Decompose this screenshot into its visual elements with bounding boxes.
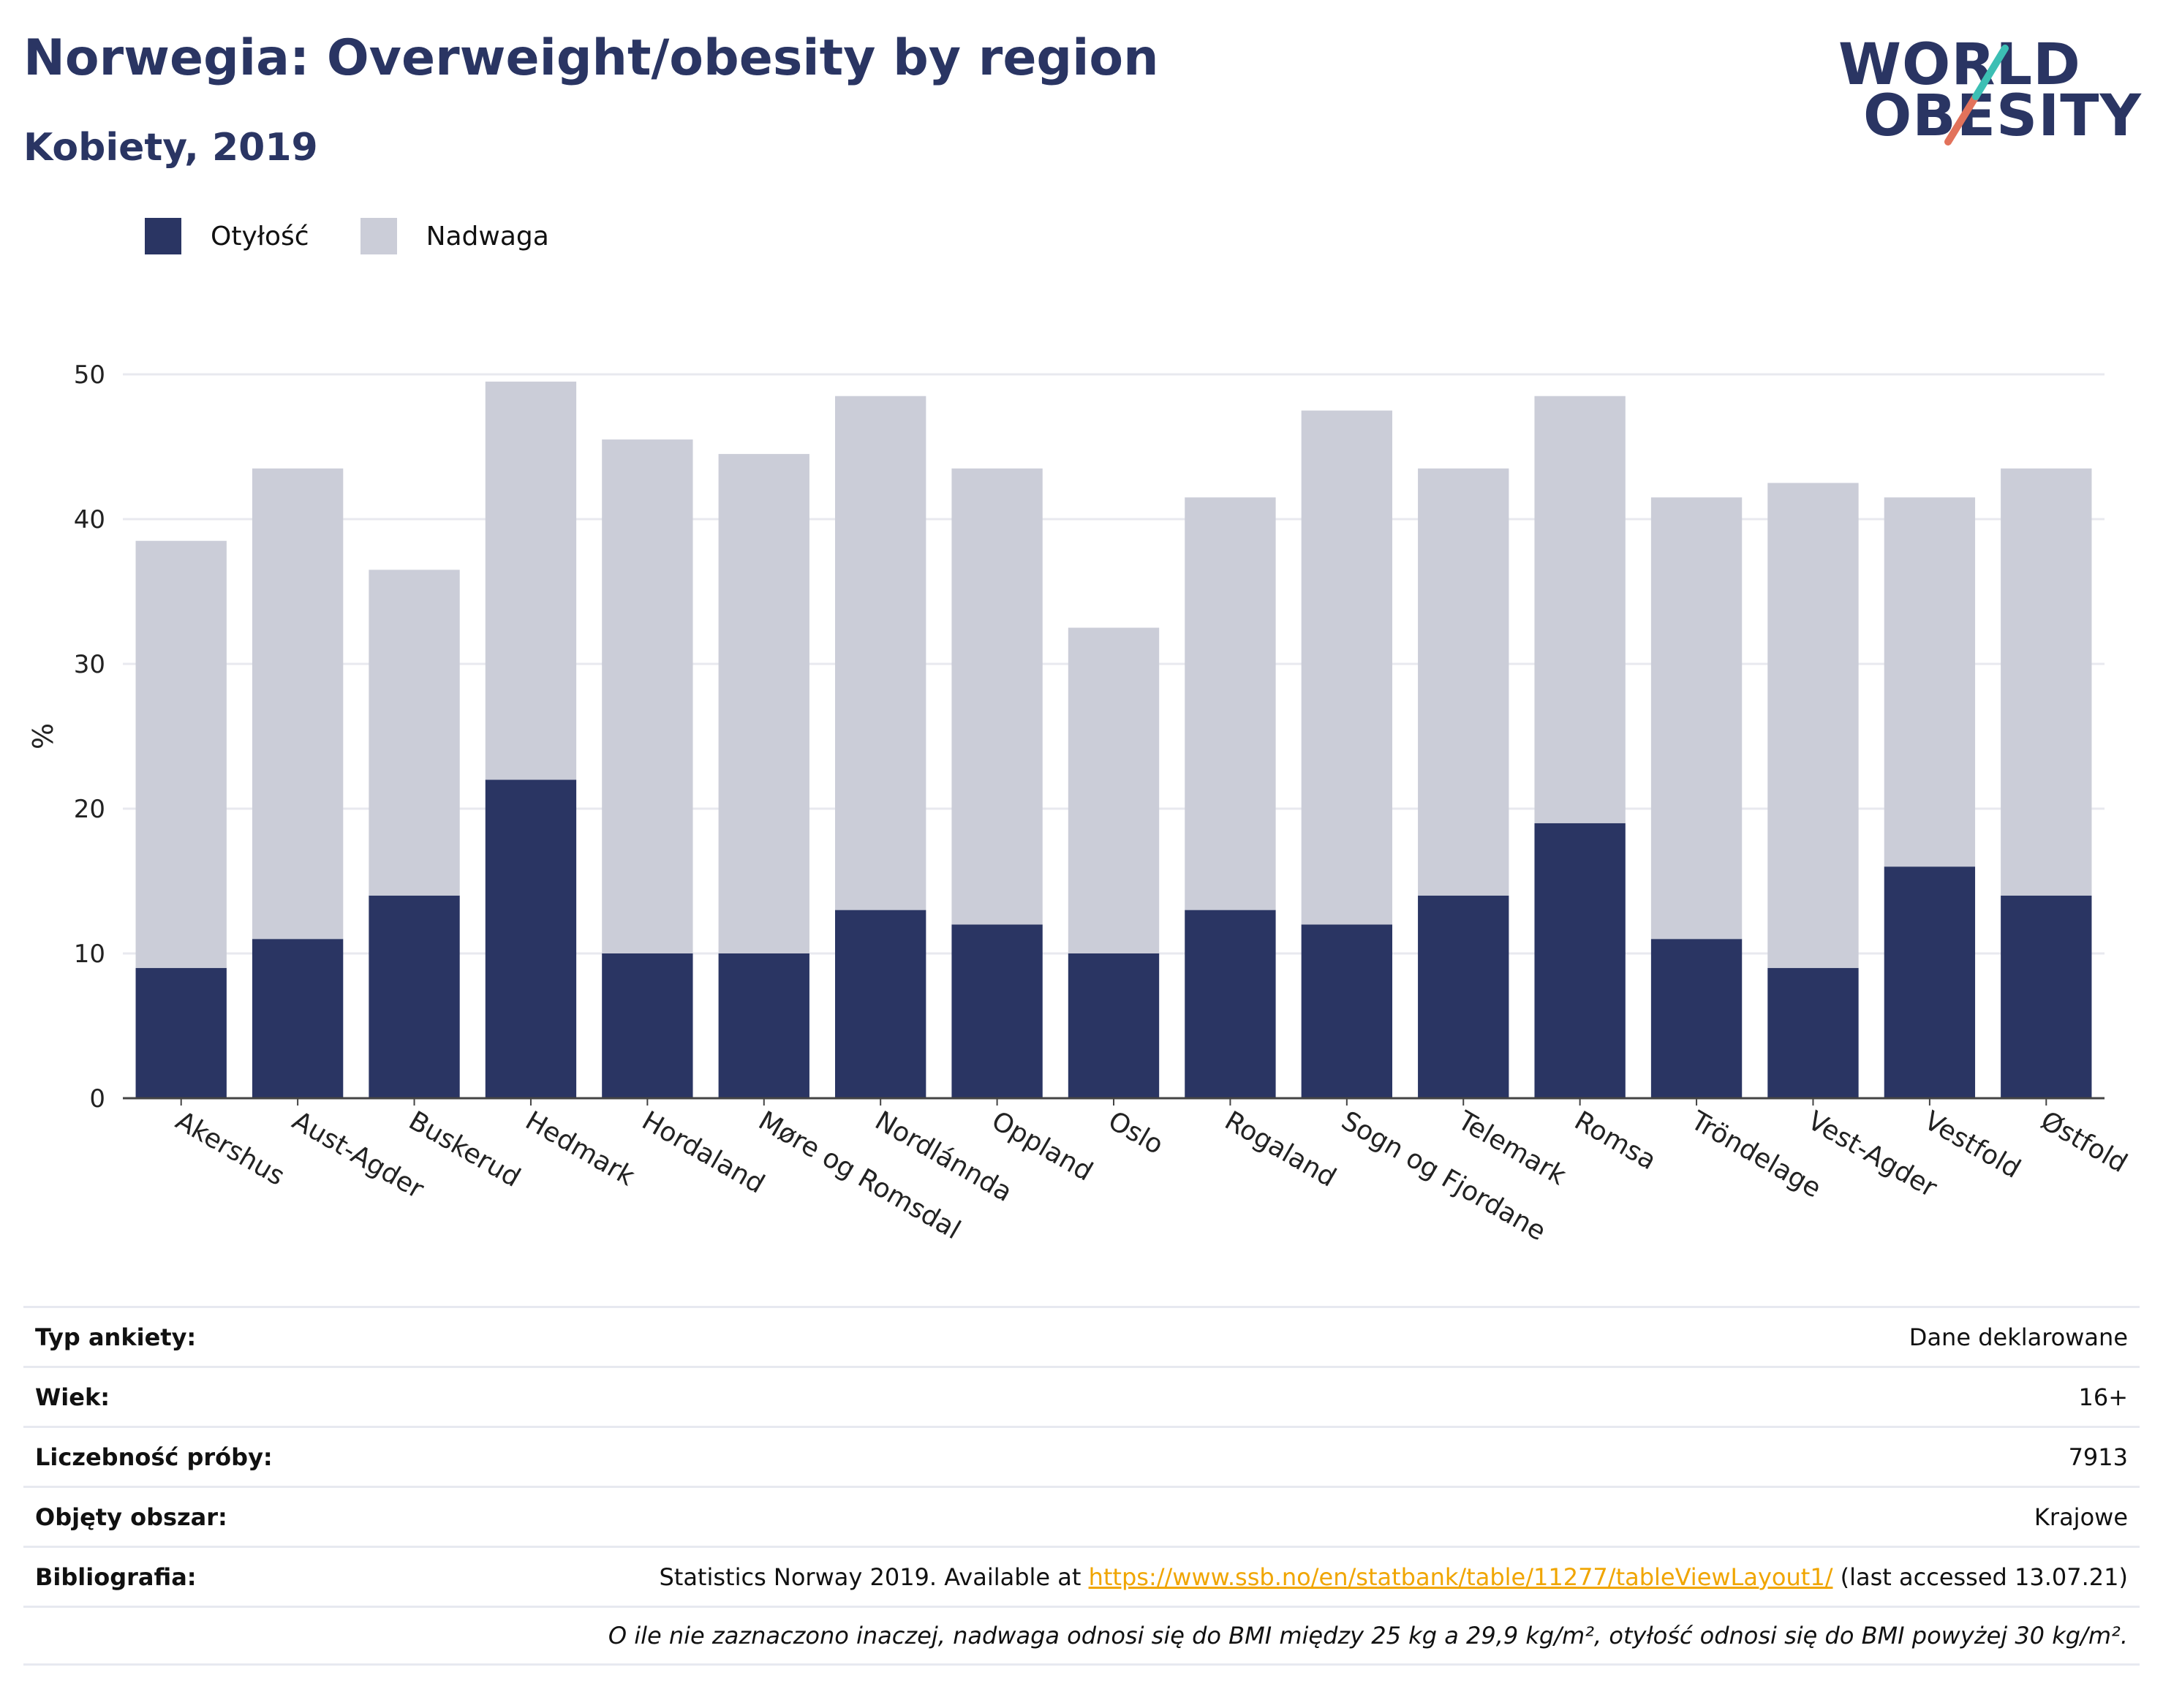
info-row-area: Objęty obszar: Krajowe (23, 1486, 2140, 1546)
info-value: Dane deklarowane (1909, 1323, 2128, 1351)
x-tick-label: Tröndelage (1686, 1106, 1827, 1204)
bar-obesity (2001, 895, 2092, 1098)
bar-overweight (951, 468, 1043, 925)
x-tick-label: Hordaland (637, 1106, 769, 1199)
x-tick-label: Hedmark (520, 1106, 639, 1192)
page-subtitle: Kobiety, 2019 (23, 126, 318, 170)
bibliography-text: Statistics Norway 2019. Available at htt… (659, 1563, 2128, 1591)
info-label: Wiek: (35, 1383, 110, 1411)
bar-overweight (1301, 410, 1392, 925)
y-tick-label: 10 (74, 940, 105, 969)
info-row-age: Wiek: 16+ (23, 1366, 2140, 1426)
bar-overweight (1884, 497, 1976, 867)
info-label: Objęty obszar: (35, 1503, 227, 1531)
x-tick-label: Aust-Agder (287, 1106, 429, 1205)
world-obesity-logo: WORLD OBESITY (1838, 32, 2145, 164)
y-axis-label: % (27, 723, 59, 749)
x-tick-label: Oslo (1103, 1106, 1169, 1160)
logo-line-1: WORLD (1838, 32, 2081, 98)
bar-obesity (1767, 967, 1859, 1098)
x-tick-label: Akershus (170, 1106, 290, 1192)
bar-overweight (1650, 497, 1743, 940)
y-tick-label: 30 (74, 650, 105, 679)
bar-obesity (951, 924, 1043, 1098)
info-table: Typ ankiety: Dane deklarowane Wiek: 16+ … (23, 1306, 2140, 1666)
bar-obesity (1534, 823, 1626, 1098)
bar-obesity (1650, 939, 1743, 1098)
legend-item-overweight[interactable]: Nadwaga (360, 218, 549, 254)
legend-item-obesity[interactable]: Otyłość (145, 218, 309, 254)
x-tick-label: Østfold (2036, 1106, 2132, 1179)
y-tick-label: 40 (74, 505, 105, 534)
bar-overweight (835, 396, 926, 910)
bar-obesity (1068, 953, 1160, 1098)
bar-overweight (1418, 468, 1509, 896)
info-label: Typ ankiety: (35, 1323, 197, 1351)
bar-overweight (1068, 627, 1160, 953)
page-title: Norwegia: Overweight/obesity by region (23, 29, 1159, 87)
bar-obesity (135, 967, 227, 1098)
info-row-bibliography: Bibliografia: Statistics Norway 2019. Av… (23, 1546, 2140, 1606)
bar-overweight (1185, 497, 1276, 910)
info-value: 16+ (2078, 1383, 2128, 1411)
bibliography-link[interactable]: https://www.ssb.no/en/statbank/table/112… (1088, 1562, 1833, 1591)
x-tick-label: Sogn og Fjordane (1336, 1106, 1550, 1247)
bibliography-suffix: (last accessed 13.07.21) (1832, 1562, 2128, 1591)
bar-obesity (718, 953, 809, 1098)
bar-obesity (369, 895, 460, 1098)
x-tick-label: Vestfold (1919, 1106, 2026, 1184)
bar-obesity (252, 939, 344, 1098)
bar-overweight (369, 570, 460, 896)
legend-swatch-overweight (360, 218, 397, 254)
bar-obesity (1884, 866, 1976, 1098)
bibliography-prefix: Statistics Norway 2019. Available at (659, 1562, 1089, 1591)
y-tick-label: 0 (89, 1084, 105, 1114)
bar-obesity (1301, 924, 1392, 1098)
definition-note: O ile nie zaznaczono inaczej, nadwaga od… (608, 1622, 2128, 1650)
x-tick-label: Vest-Agder (1802, 1106, 1942, 1203)
bar-overweight (1767, 483, 1859, 968)
bar-overweight (602, 439, 693, 953)
bar-obesity (1185, 910, 1276, 1098)
chart-legend: Otyłość Nadwaga (145, 218, 600, 254)
bar-obesity (602, 953, 693, 1098)
x-tick-label: Rogaland (1220, 1106, 1341, 1193)
x-tick-label: Romsa (1569, 1106, 1661, 1176)
y-tick-label: 50 (74, 360, 105, 390)
info-label: Bibliografia: (35, 1562, 197, 1591)
info-row-sample-size: Liczebność próby: 7913 (23, 1426, 2140, 1486)
info-value: Krajowe (2034, 1503, 2128, 1531)
info-label: Liczebność próby: (35, 1443, 273, 1471)
bar-overweight (718, 453, 809, 953)
x-tick-label: Møre og Romsdal (753, 1106, 965, 1245)
bar-overweight (485, 381, 577, 780)
info-row-note: O ile nie zaznaczono inaczej, nadwaga od… (23, 1606, 2140, 1666)
legend-swatch-obesity (145, 218, 181, 254)
y-tick-label: 20 (74, 795, 105, 824)
logo-slash-icon (1944, 45, 2009, 146)
info-value: 7913 (2068, 1443, 2128, 1471)
legend-label-obesity: Otyłość (211, 221, 309, 252)
bar-obesity (1418, 895, 1509, 1098)
bar-overweight (135, 540, 227, 968)
stacked-bar-chart: 01020304050%AkershusAust-AgderBuskerudHe… (27, 360, 2132, 1247)
bar-obesity (835, 910, 926, 1098)
logo-line-2: OBESITY (1863, 83, 2142, 149)
info-row-survey-type: Typ ankiety: Dane deklarowane (23, 1306, 2140, 1366)
bar-overweight (252, 468, 344, 940)
legend-label-overweight: Nadwaga (426, 221, 549, 252)
bar-overweight (2001, 468, 2092, 896)
bar-obesity (485, 779, 577, 1098)
bar-overweight (1534, 396, 1626, 823)
